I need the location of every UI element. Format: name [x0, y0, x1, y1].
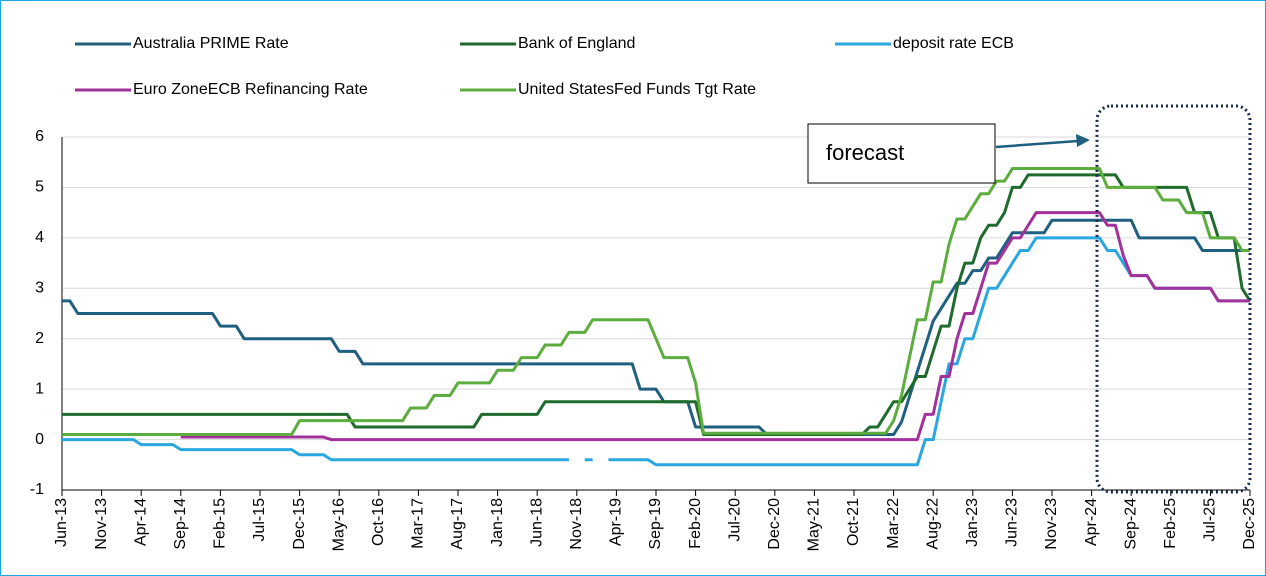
- y-tick-label: 2: [35, 330, 44, 347]
- x-tick-label: Sep-14: [172, 498, 189, 550]
- legend-label: United StatesFed Funds Tgt Rate: [518, 81, 756, 98]
- x-tick-label: Jun-18: [528, 498, 545, 547]
- y-tick-label: 4: [35, 229, 44, 246]
- x-tick-label: Jan-18: [489, 498, 506, 547]
- annotation-arrow: [995, 139, 1079, 149]
- x-tick-label: Dec-25: [1241, 498, 1258, 550]
- x-tick-label: Jul-20: [726, 498, 743, 542]
- x-tick-label: Feb-20: [687, 498, 704, 549]
- x-tick-label: Feb-25: [1162, 498, 1179, 549]
- series-line: [180, 211, 1250, 442]
- legend-label: Australia PRIME Rate: [133, 35, 289, 52]
- legend-label: deposit rate ECB: [893, 35, 1014, 52]
- x-tick-label: Jul-25: [1202, 498, 1219, 542]
- legend-label: Bank of England: [518, 35, 635, 52]
- x-tick-label: Jul-15: [251, 498, 268, 542]
- annotation-box: [807, 123, 996, 184]
- x-tick-label: May-16: [330, 498, 347, 551]
- x-tick-label: Mar-22: [885, 498, 902, 549]
- x-tick-label: Oct-21: [845, 498, 862, 546]
- y-tick-label: 5: [35, 179, 44, 196]
- x-tick-label: Nov-13: [93, 498, 110, 550]
- series-line: [62, 218, 1250, 437]
- x-tick-label: Sep-19: [647, 498, 664, 550]
- annotation-text: forecast: [826, 140, 904, 165]
- x-tick-label: Aug-17: [449, 498, 466, 550]
- x-tick-label: Dec-15: [291, 498, 308, 550]
- x-tick-label: Dec-20: [766, 498, 783, 550]
- lines: [62, 167, 1252, 467]
- x-tick-label: Mar-17: [410, 498, 427, 549]
- y-tick-label: 6: [35, 128, 44, 145]
- x-tick-label: Nov-18: [568, 498, 585, 550]
- arrow-head: [1076, 134, 1090, 147]
- x-tick-label: Feb-15: [212, 498, 229, 549]
- series-line: [62, 173, 1252, 437]
- y-tick-label: 1: [35, 380, 44, 397]
- series-line: [62, 167, 1250, 437]
- x-tick-label: Nov-23: [1043, 498, 1060, 550]
- x-tick-label: May-21: [806, 498, 823, 551]
- x-tick-label: Apr-24: [1083, 498, 1100, 546]
- y-tick-label: -1: [30, 481, 44, 498]
- x-tick-label: Jun-23: [1004, 498, 1021, 547]
- x-tick-label: Oct-16: [370, 498, 387, 546]
- y-tick-label: 3: [35, 280, 44, 297]
- forecast-region: [1095, 104, 1252, 494]
- legend-label: Euro ZoneECB Refinancing Rate: [133, 81, 368, 98]
- x-tick-label: Apr-19: [608, 498, 625, 546]
- x-tick-label: Jun-13: [53, 498, 70, 547]
- x-tick-label: Jan-23: [964, 498, 981, 547]
- x-tick-label: Aug-22: [924, 498, 941, 550]
- x-tick-label: Sep-24: [1122, 498, 1139, 550]
- y-tick-label: 0: [35, 431, 44, 448]
- x-tick-label: Apr-14: [132, 498, 149, 546]
